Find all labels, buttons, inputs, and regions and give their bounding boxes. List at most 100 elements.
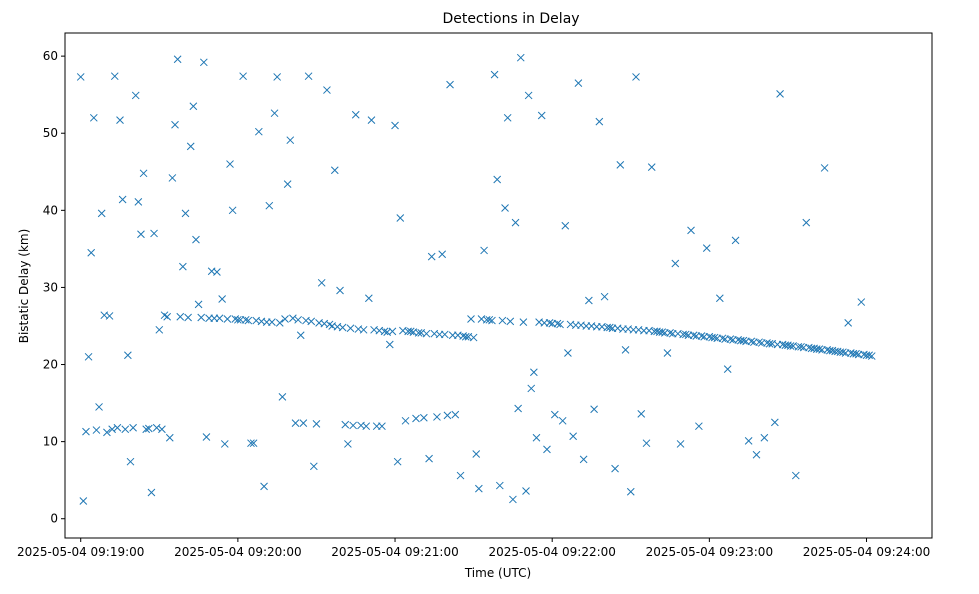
x-tick-label: 2025-05-04 09:24:00 <box>803 545 930 559</box>
data-point <box>179 262 187 271</box>
data-point <box>461 332 470 341</box>
data-point <box>637 410 646 418</box>
data-point <box>605 323 614 332</box>
data-point <box>752 450 761 459</box>
data-point <box>689 331 698 340</box>
data-point <box>433 413 441 421</box>
data-point <box>446 80 454 89</box>
data-point <box>663 349 672 357</box>
data-point <box>158 425 166 434</box>
y-axis-title: Bistatic Delay (km) <box>17 229 31 344</box>
data-point <box>514 404 522 413</box>
data-point <box>202 433 211 441</box>
data-point <box>299 419 308 427</box>
data-point <box>181 209 190 218</box>
data-point <box>739 336 748 345</box>
data-point <box>718 334 727 343</box>
data-point <box>304 72 313 81</box>
chart-title: Detections in Delay <box>442 11 579 27</box>
y-axis-ticks: 0 10 20 30 40 50 60 <box>43 49 65 526</box>
data-point <box>456 471 465 480</box>
data-point <box>744 437 753 445</box>
data-point <box>189 102 198 111</box>
data-point <box>438 250 447 259</box>
data-point <box>755 338 763 347</box>
data-point <box>412 414 420 423</box>
data-point <box>561 221 570 230</box>
data-point <box>422 329 431 338</box>
data-point <box>351 110 360 119</box>
x-axis-title: Time (UTC) <box>464 566 531 580</box>
data-point <box>163 312 172 321</box>
data-point <box>344 440 352 448</box>
data-point <box>294 315 302 324</box>
y-tick-label: 60 <box>43 49 58 63</box>
data-point <box>865 351 873 360</box>
data-point <box>378 422 386 431</box>
data-point <box>419 413 428 422</box>
data-point <box>786 342 795 350</box>
data-point <box>134 197 143 206</box>
data-point <box>666 329 674 337</box>
data-point <box>291 419 300 427</box>
data-point <box>323 86 331 94</box>
data-point <box>307 317 316 326</box>
data-point <box>440 330 449 339</box>
data-point <box>697 332 706 340</box>
data-point <box>472 450 481 458</box>
data-point <box>338 323 347 332</box>
data-point <box>176 312 185 321</box>
data-point <box>362 422 371 431</box>
data-point <box>296 331 305 340</box>
data-point <box>443 411 452 420</box>
data-point <box>87 248 96 257</box>
data-point <box>671 259 680 268</box>
data-point <box>349 421 357 430</box>
data-point <box>558 416 567 425</box>
data-point <box>852 349 860 358</box>
data-point <box>194 300 203 309</box>
data-point <box>776 90 784 98</box>
data-point <box>681 330 690 339</box>
data-point <box>401 416 410 425</box>
data-point <box>731 236 740 245</box>
data-point <box>168 174 177 182</box>
data-point <box>600 292 609 301</box>
data-point <box>579 455 588 464</box>
data-point <box>687 226 695 235</box>
data-point <box>406 327 415 336</box>
data-point <box>388 327 397 336</box>
data-point <box>498 316 507 325</box>
x-tick-label: 2025-05-04 09:19:00 <box>17 545 144 559</box>
data-point <box>524 91 533 100</box>
data-point <box>278 393 287 401</box>
data-point <box>192 235 200 244</box>
data-point <box>144 424 153 433</box>
data-point <box>511 218 520 227</box>
data-point <box>695 422 703 431</box>
data-point <box>199 58 208 67</box>
data-point <box>747 337 756 346</box>
data-point <box>270 109 279 118</box>
data-point <box>173 55 182 64</box>
data-point <box>110 72 119 81</box>
data-point <box>126 457 135 466</box>
data-point <box>396 214 405 222</box>
data-point <box>92 426 101 434</box>
data-point <box>336 286 344 295</box>
data-point <box>595 117 604 126</box>
data-point <box>97 209 106 218</box>
data-point <box>152 423 161 432</box>
data-point <box>550 410 559 419</box>
data-point <box>341 420 350 429</box>
data-point <box>89 113 98 122</box>
x-tick-label: 2025-05-04 09:22:00 <box>488 545 615 559</box>
data-point <box>391 121 399 130</box>
data-point <box>715 294 724 303</box>
data-point <box>108 425 117 434</box>
data-point <box>147 488 156 497</box>
data-point <box>228 206 237 215</box>
data-point <box>702 244 711 252</box>
data-point <box>260 482 268 491</box>
